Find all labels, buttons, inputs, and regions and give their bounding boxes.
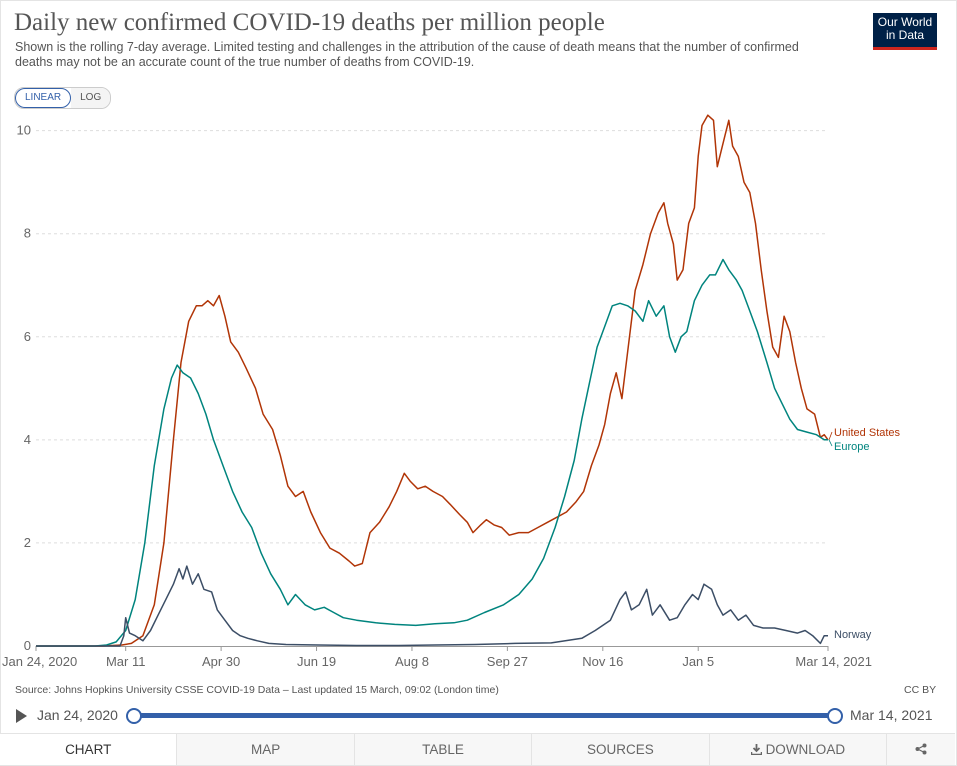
tab-chart[interactable]: CHART xyxy=(0,734,177,765)
series-line-united-states xyxy=(36,114,829,647)
timeline-end-label: Mar 14, 2021 xyxy=(850,707,933,723)
logo-line-2: in Data xyxy=(885,28,925,42)
legend-connector xyxy=(828,439,833,447)
tab-bar: CHART MAP TABLE SOURCES DOWNLOAD xyxy=(0,733,956,765)
x-tick-label: Jun 19 xyxy=(297,654,336,669)
scale-toggle[interactable]: LINEAR LOG xyxy=(14,87,112,109)
tab-map[interactable]: MAP xyxy=(176,734,354,765)
timeline-track[interactable] xyxy=(133,713,834,718)
line-chart[interactable]: 0 2 4 6 8 10 Jan 24, 2020 Mar 11 Apr 30 Jun 19 Aug… xyxy=(0,110,957,675)
y-tick-label: 0 xyxy=(24,638,31,653)
download-label: DOWNLOAD xyxy=(765,742,846,757)
series-line-norway xyxy=(36,565,828,647)
source-note[interactable]: Source: Johns Hopkins University CSSE CO… xyxy=(15,684,499,696)
legend-connector xyxy=(828,431,833,440)
legend-label-europe: Europe xyxy=(834,441,869,453)
legend-label-norway: Norway xyxy=(834,629,872,641)
x-tick-label: Apr 30 xyxy=(202,654,240,669)
play-icon[interactable] xyxy=(16,709,27,723)
tab-sources[interactable]: SOURCES xyxy=(531,734,709,765)
license-link[interactable]: CC BY xyxy=(904,684,937,696)
chart-subtitle: Shown is the rolling 7-day average. Limi… xyxy=(15,40,799,69)
logo-line-1: Our World xyxy=(877,15,933,29)
x-tick-label: Nov 16 xyxy=(582,654,623,669)
logo-accent-bar xyxy=(873,47,937,50)
timeline-start-handle[interactable] xyxy=(126,708,142,724)
x-tick-label: Mar 14, 2021 xyxy=(795,654,872,669)
y-tick-label: 4 xyxy=(24,432,31,447)
owid-logo[interactable]: Our World in Data xyxy=(873,13,937,49)
x-tick-label: Jan 5 xyxy=(682,654,714,669)
tab-table[interactable]: TABLE xyxy=(353,734,532,765)
tab-share[interactable] xyxy=(886,734,956,765)
y-tick-label: 8 xyxy=(24,226,31,241)
timeline-end-handle[interactable] xyxy=(827,708,843,724)
x-tick-label: Sep 27 xyxy=(487,654,528,669)
x-tick-label: Jan 24, 2020 xyxy=(2,654,77,669)
tab-download[interactable]: DOWNLOAD xyxy=(708,734,887,765)
x-tick-label: Mar 11 xyxy=(106,654,146,669)
series-line-europe xyxy=(36,258,828,647)
download-icon xyxy=(750,744,762,756)
share-icon xyxy=(915,743,927,755)
y-tick-label: 2 xyxy=(24,535,31,550)
timeline-start-label: Jan 24, 2020 xyxy=(37,707,118,723)
log-scale-button[interactable]: LOG xyxy=(71,88,111,108)
chart-title: Daily new confirmed COVID-19 deaths per … xyxy=(14,9,605,36)
y-tick-label: 6 xyxy=(24,329,31,344)
y-tick-label: 10 xyxy=(17,123,31,138)
linear-scale-button[interactable]: LINEAR xyxy=(15,88,72,108)
x-tick-label: Aug 8 xyxy=(395,654,429,669)
legend-label-united-states: United States xyxy=(834,427,901,439)
